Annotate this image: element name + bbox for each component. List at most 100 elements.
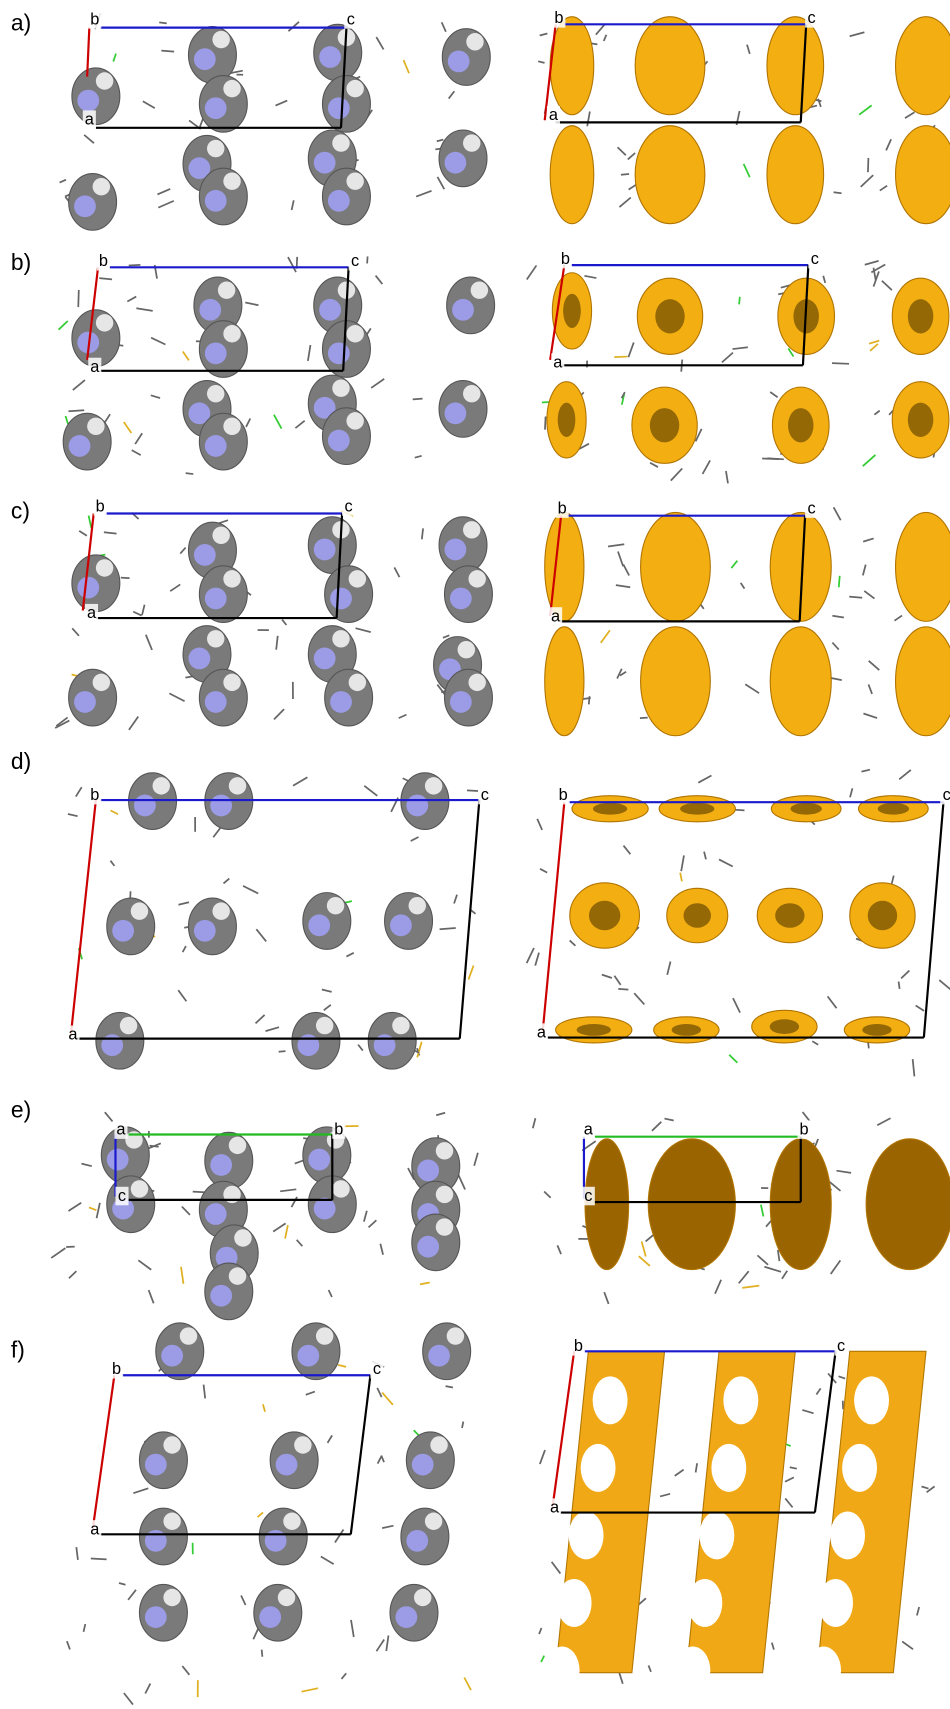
guest-hydrogen <box>120 1017 137 1034</box>
guest-nitrogen <box>330 588 352 610</box>
void-shade <box>655 299 684 333</box>
molecule-bond <box>739 297 740 305</box>
axis-label: b <box>334 1120 343 1138</box>
molecule-bond <box>59 321 68 330</box>
void-hole <box>593 1376 628 1424</box>
molecule-bond <box>614 976 620 985</box>
molecule-bond <box>371 379 384 388</box>
molecule-bond <box>328 1435 333 1442</box>
molecule-bond <box>816 1388 820 1394</box>
molecule-bond <box>81 1164 91 1167</box>
guest-nitrogen <box>161 1345 183 1367</box>
molecule-bond <box>129 265 141 266</box>
molecule-bond <box>722 353 733 363</box>
molecule-bond <box>324 1005 331 1011</box>
guest-nitrogen <box>444 539 466 561</box>
molecule-bond <box>608 544 624 546</box>
molecule-bond <box>342 1673 347 1679</box>
molecule-bond <box>204 1385 206 1399</box>
molecule-bond <box>158 201 174 208</box>
void-surface <box>770 627 831 736</box>
molecule-bond <box>84 135 94 143</box>
molecule-bond <box>744 164 750 177</box>
molecule-bond <box>618 552 623 567</box>
guest-nitrogen <box>330 691 352 713</box>
molecule-bond <box>861 175 873 187</box>
axis-label: b <box>561 250 570 268</box>
molecule-bond <box>124 1693 133 1705</box>
axis-label: a <box>584 1120 594 1138</box>
molecule-bond <box>681 855 684 871</box>
molecule-bond <box>732 347 747 349</box>
cell-edge <box>460 800 480 1039</box>
molecule-bond <box>422 528 423 539</box>
molecule-bond <box>149 1290 154 1303</box>
molecule-bond <box>927 1486 935 1492</box>
molecule-bond <box>382 1393 393 1405</box>
void-shade <box>868 901 897 930</box>
guest-nitrogen <box>77 90 99 112</box>
cell-edge <box>815 1351 836 1512</box>
molecule-bond <box>733 998 740 1013</box>
void-shade <box>878 803 909 815</box>
molecule-bond <box>285 1225 288 1238</box>
molecule-bond <box>358 1045 363 1051</box>
molecule-bond <box>540 33 548 35</box>
void-shade <box>684 903 711 928</box>
molecule-bond <box>79 531 87 536</box>
axis-label: a <box>553 353 563 371</box>
void-surface <box>641 627 711 736</box>
guest-nitrogen <box>134 795 156 817</box>
molecule-bond <box>584 276 596 278</box>
guest-nitrogen <box>406 1530 428 1552</box>
guest-hydrogen <box>223 173 240 190</box>
guest-hydrogen <box>346 173 363 190</box>
guest-nitrogen <box>101 1034 123 1056</box>
axis-label: b <box>558 499 567 517</box>
guest-nitrogen <box>210 1285 232 1307</box>
molecule-bond <box>151 395 160 398</box>
guest-hydrogen <box>163 1436 180 1453</box>
molecule-bond <box>183 351 189 360</box>
axis-label: a <box>68 1026 78 1044</box>
guest-hydrogen <box>425 777 442 794</box>
guest-hydrogen <box>392 1017 409 1034</box>
guest-hydrogen <box>346 80 363 97</box>
guest-nitrogen <box>205 342 227 364</box>
molecule-bond <box>446 1386 453 1387</box>
guest-nitrogen <box>314 152 336 174</box>
guest-nitrogen <box>314 539 336 561</box>
molecule-bond <box>570 940 576 945</box>
molecule-bond <box>916 1006 924 1011</box>
guest-hydrogen <box>163 1513 180 1530</box>
guest-nitrogen <box>319 46 341 68</box>
molecule-bond <box>159 22 166 23</box>
molecule-bond <box>761 1205 764 1217</box>
guest-nitrogen <box>194 920 216 942</box>
guest-nitrogen <box>145 1454 167 1476</box>
axis-label: c <box>351 252 359 270</box>
molecule-bond <box>127 297 136 302</box>
molecule-bond <box>458 1174 465 1189</box>
void-surface <box>550 17 594 115</box>
axis-label: b <box>554 9 563 27</box>
molecule-bond <box>394 567 399 577</box>
guest-nitrogen <box>74 691 96 713</box>
molecule-bond <box>832 616 843 618</box>
guest-hydrogen <box>212 527 229 544</box>
molecule-bond <box>84 1624 86 1632</box>
molecule-bond <box>726 471 728 483</box>
molecule-bond <box>437 140 444 142</box>
molecule-bond <box>616 585 630 587</box>
molecule-bond <box>135 433 142 444</box>
void-surface <box>896 512 950 621</box>
guest-nitrogen <box>374 1034 396 1056</box>
guest-nitrogen <box>199 299 221 321</box>
molecule-bond <box>772 1643 774 1650</box>
guest-hydrogen <box>207 140 224 157</box>
molecule-bond <box>399 715 407 718</box>
guest-hydrogen <box>163 1589 180 1606</box>
molecule-bond <box>862 770 870 772</box>
guest-hydrogen <box>346 325 363 342</box>
axis-label: b <box>574 1337 583 1355</box>
